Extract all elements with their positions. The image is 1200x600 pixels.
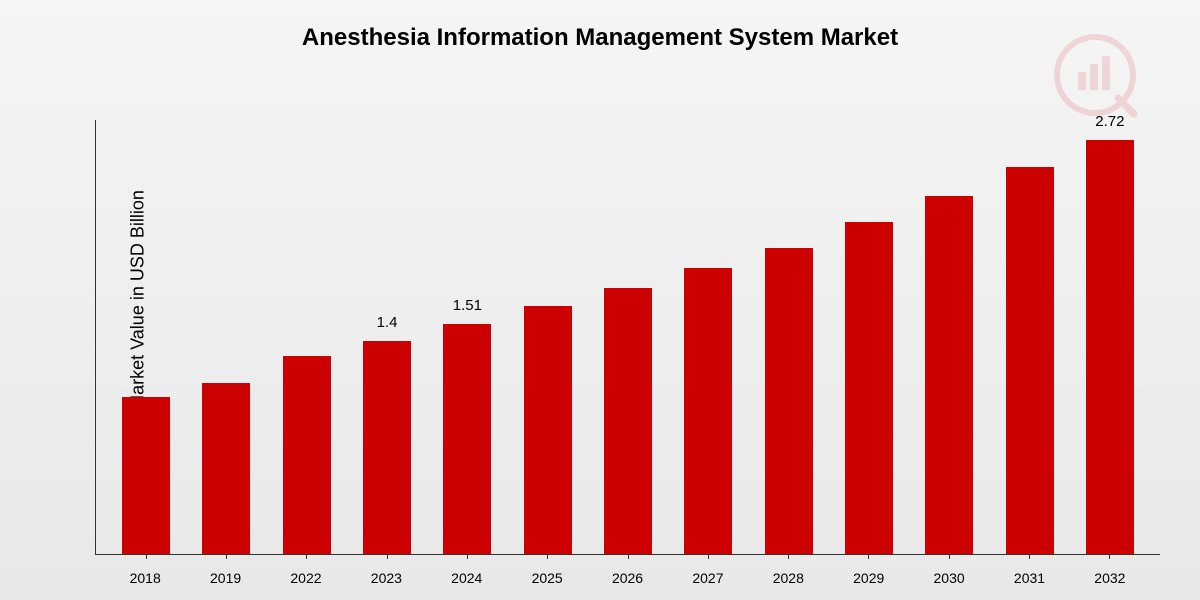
x-axis-label: 2029 (829, 570, 909, 586)
x-tick (628, 554, 629, 559)
bar (1086, 140, 1134, 554)
x-tick (306, 554, 307, 559)
x-tick (949, 554, 950, 559)
bar (925, 196, 973, 554)
x-tick (868, 554, 869, 559)
bar-wrapper (668, 120, 748, 554)
bars-container: 1.4 1.51 2.72 (96, 120, 1160, 554)
bar-wrapper (989, 120, 1069, 554)
chart-plot-area: 1.4 1.51 2.72 (95, 120, 1160, 555)
x-axis-label: 2025 (507, 570, 587, 586)
bar (684, 268, 732, 554)
x-tick (467, 554, 468, 559)
x-tick (387, 554, 388, 559)
x-axis-label: 2024 (427, 570, 507, 586)
bar (122, 397, 170, 554)
x-axis-label: 2030 (909, 570, 989, 586)
bar-wrapper: 1.51 (427, 120, 507, 554)
bar-value-label: 1.4 (377, 314, 398, 331)
bar (604, 288, 652, 554)
x-tick (146, 554, 147, 559)
x-axis-label: 2032 (1070, 570, 1150, 586)
bar-value-label: 1.51 (453, 297, 482, 314)
x-axis-label: 2018 (105, 570, 185, 586)
bar-wrapper (588, 120, 668, 554)
bar-wrapper (909, 120, 989, 554)
bar (845, 222, 893, 554)
x-axis-labels: 2018201920222023202420252026202720282029… (95, 570, 1160, 586)
x-tick (226, 554, 227, 559)
bar-wrapper (749, 120, 829, 554)
watermark-logo (1050, 30, 1140, 125)
x-axis-label: 2022 (266, 570, 346, 586)
bar-wrapper (829, 120, 909, 554)
bar (283, 356, 331, 554)
bar-value-label: 2.72 (1095, 113, 1124, 130)
x-axis-label: 2026 (587, 570, 667, 586)
x-axis-label: 2023 (346, 570, 426, 586)
bar-wrapper: 1.4 (347, 120, 427, 554)
bar (202, 383, 250, 554)
bar (1006, 167, 1054, 554)
bar (765, 248, 813, 554)
x-axis-label: 2027 (668, 570, 748, 586)
bar-wrapper (106, 120, 186, 554)
bar-wrapper (267, 120, 347, 554)
x-axis-label: 2028 (748, 570, 828, 586)
x-tick (788, 554, 789, 559)
x-tick (1029, 554, 1030, 559)
x-tick (708, 554, 709, 559)
x-axis-label: 2019 (185, 570, 265, 586)
bar-wrapper (508, 120, 588, 554)
bar (524, 306, 572, 554)
bar (363, 341, 411, 554)
x-tick (1109, 554, 1110, 559)
bar-wrapper (186, 120, 266, 554)
bar-wrapper: 2.72 (1070, 120, 1150, 554)
x-tick (547, 554, 548, 559)
x-axis-label: 2031 (989, 570, 1069, 586)
bar (443, 324, 491, 554)
chart-title: Anesthesia Information Management System… (0, 0, 1200, 52)
